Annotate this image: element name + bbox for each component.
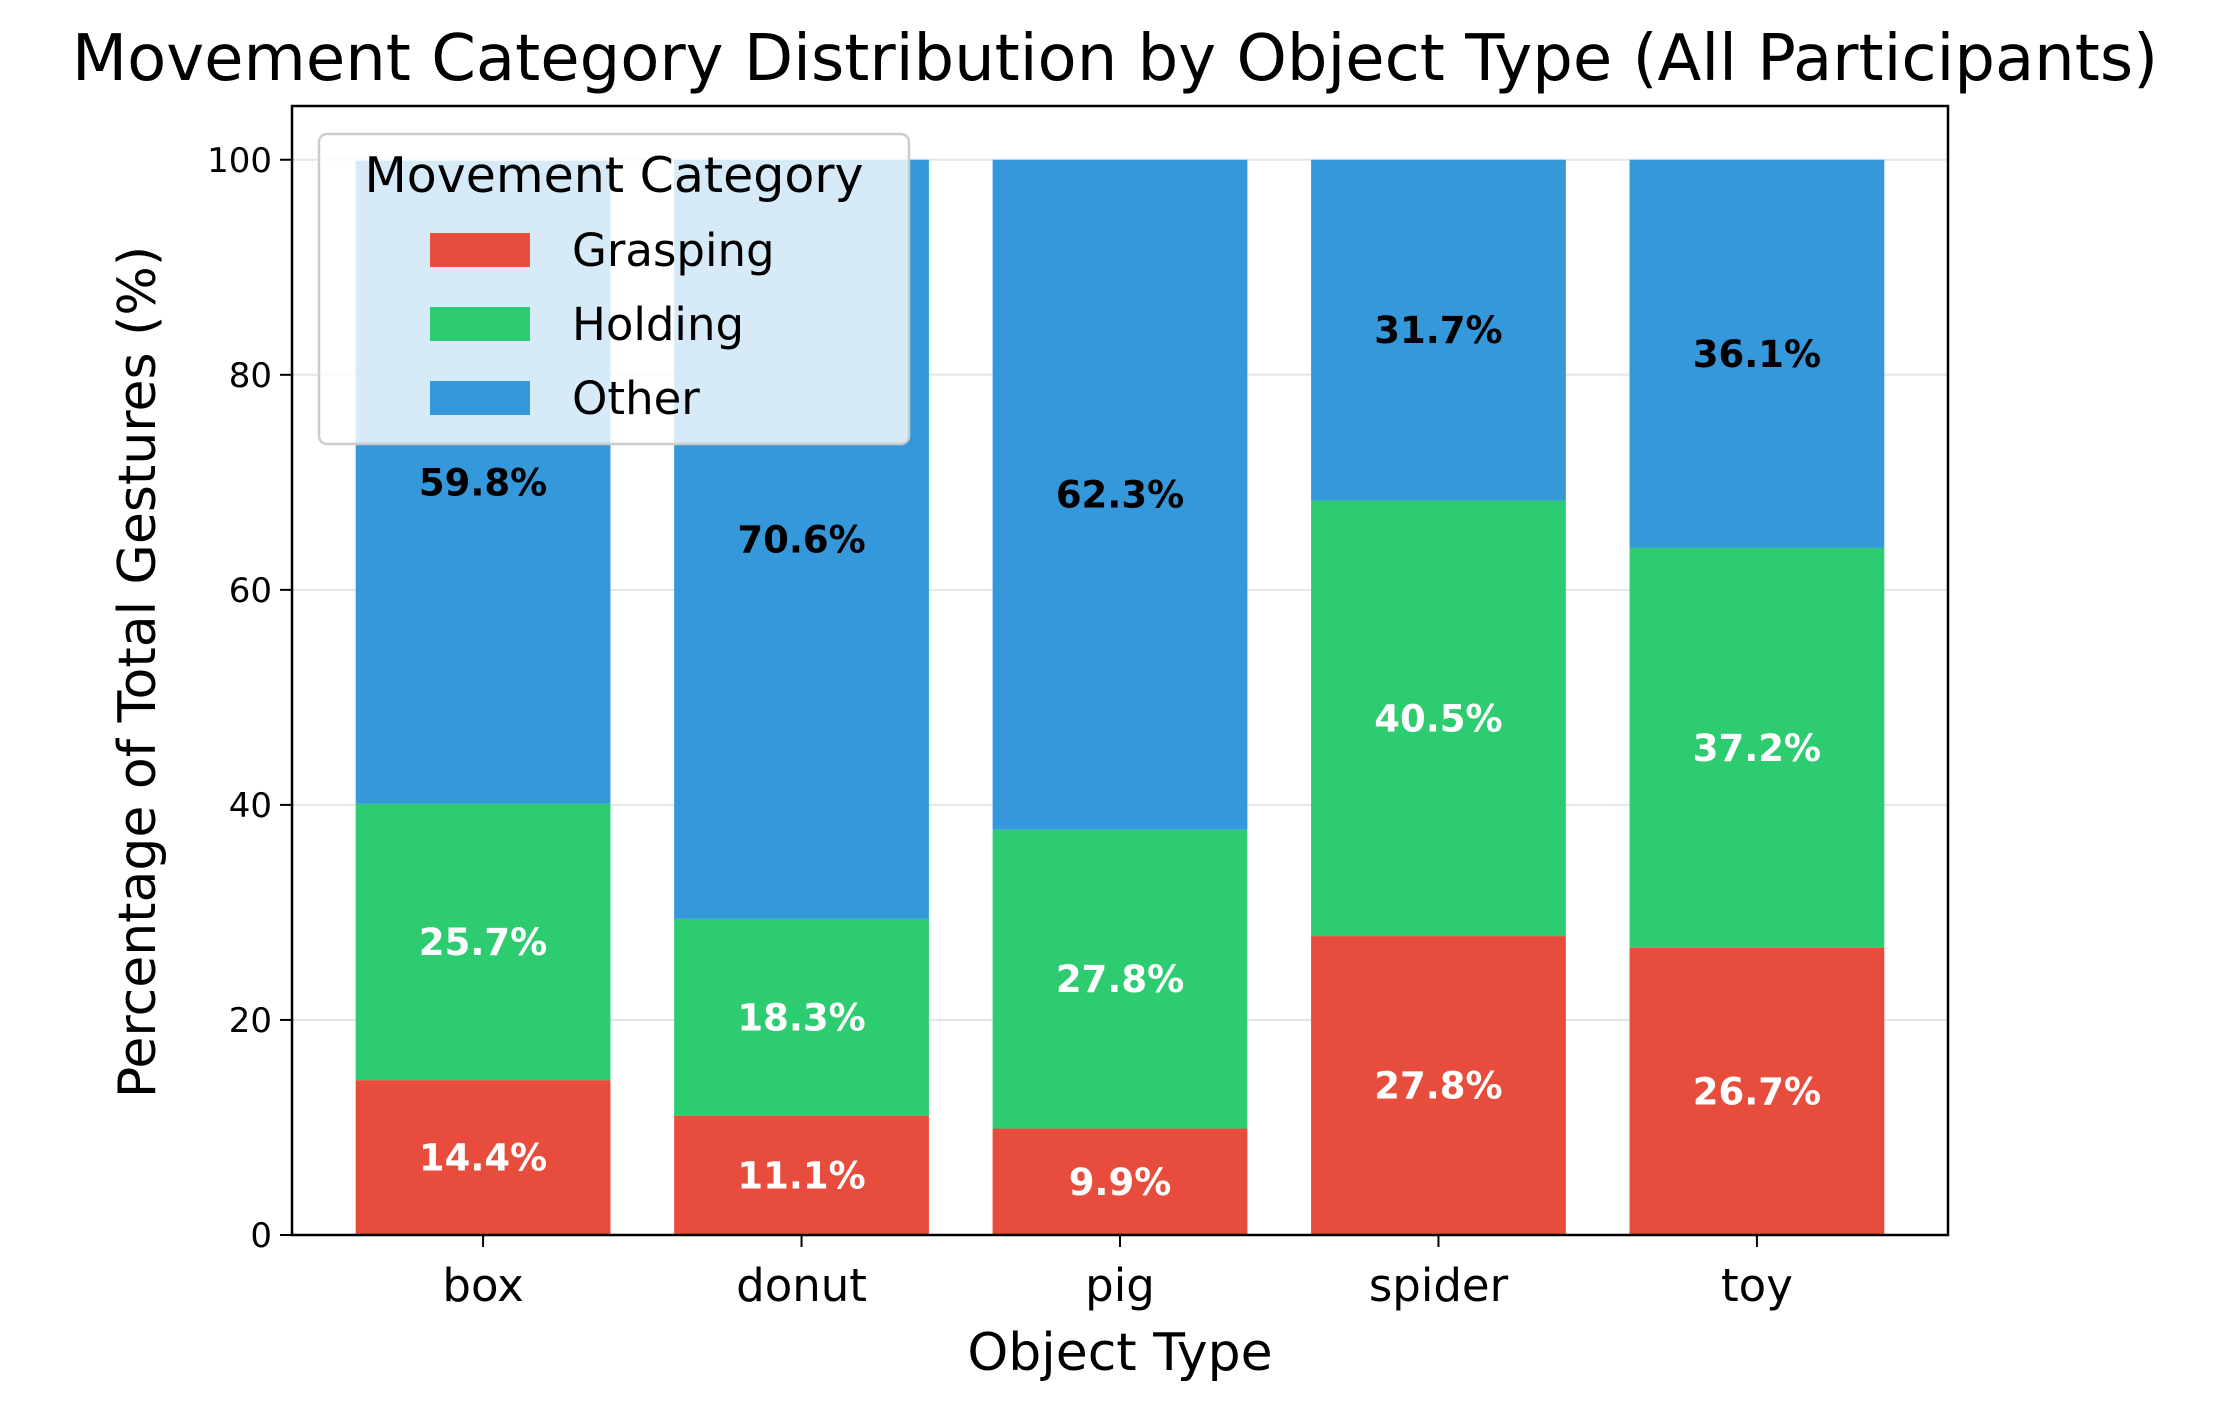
y-tick-label: 20 bbox=[229, 1001, 272, 1041]
bar-other-toy bbox=[1629, 159, 1885, 548]
x-tick-label: toy bbox=[1721, 1259, 1793, 1312]
legend: Movement Category Grasping Holding Other bbox=[317, 132, 911, 446]
bar-grasping-toy bbox=[1629, 947, 1885, 1235]
y-tick-label: 80 bbox=[229, 356, 272, 396]
bar-holding-toy bbox=[1629, 547, 1885, 948]
legend-box bbox=[317, 132, 911, 446]
chart-title: Movement Category Distribution by Object… bbox=[72, 22, 2158, 96]
bar-holding-donut bbox=[674, 918, 929, 1116]
bar-other-spider bbox=[1311, 159, 1566, 501]
bar-other-pig bbox=[992, 159, 1248, 830]
legend-label-other: Other bbox=[572, 372, 700, 425]
y-axis-ticks: 0 20 40 60 80 100 bbox=[207, 141, 292, 1256]
bar-label-grasping-donut: 11.1% bbox=[737, 1154, 865, 1197]
bar-label-other-toy: 36.1% bbox=[1693, 333, 1821, 376]
bar-label-grasping-toy: 26.7% bbox=[1693, 1070, 1821, 1113]
bar-value-labels: 14.4% 25.7% 59.8% 11.1% 18.3% 70.6% 9.9% 27.8% 6… bbox=[419, 309, 1821, 1204]
x-tick-label: box bbox=[442, 1259, 523, 1312]
legend-swatch-holding bbox=[430, 307, 530, 341]
bar-grasping-spider bbox=[1311, 936, 1566, 1235]
x-axis-label: Object Type bbox=[967, 1323, 1272, 1383]
bar-holding-box bbox=[355, 803, 611, 1081]
bar-grasping-pig bbox=[992, 1128, 1248, 1235]
bar-label-holding-pig: 27.8% bbox=[1056, 958, 1184, 1001]
bar-label-other-box: 59.8% bbox=[419, 461, 547, 504]
y-tick-label: 60 bbox=[229, 571, 272, 611]
bar-label-holding-box: 25.7% bbox=[419, 921, 547, 964]
bar-label-other-spider: 31.7% bbox=[1374, 309, 1502, 352]
y-axis-label: Percentage of Total Gestures (%) bbox=[108, 246, 168, 1098]
legend-swatch-grasping bbox=[430, 233, 530, 267]
bar-label-grasping-spider: 27.8% bbox=[1374, 1065, 1502, 1108]
bar-label-other-pig: 62.3% bbox=[1056, 474, 1184, 517]
y-tick-label: 0 bbox=[250, 1216, 272, 1256]
x-tick-label: spider bbox=[1369, 1259, 1509, 1312]
legend-title: Movement Category bbox=[365, 147, 864, 204]
bar-holding-spider bbox=[1311, 500, 1566, 937]
bar-label-other-donut: 70.6% bbox=[737, 518, 865, 561]
legend-label-holding: Holding bbox=[572, 298, 744, 351]
legend-swatch-other bbox=[430, 381, 530, 415]
bar-label-grasping-box: 14.4% bbox=[419, 1137, 547, 1180]
bar-grasping-donut bbox=[674, 1115, 929, 1235]
bar-holding-pig bbox=[992, 829, 1248, 1129]
legend-label-grasping: Grasping bbox=[572, 224, 775, 277]
bar-label-holding-spider: 40.5% bbox=[1374, 697, 1502, 740]
x-axis-ticks: box donut pig spider toy bbox=[442, 1235, 1793, 1312]
x-tick-label: donut bbox=[736, 1259, 867, 1312]
bar-label-grasping-pig: 9.9% bbox=[1069, 1161, 1172, 1204]
bars bbox=[355, 159, 1885, 1235]
y-tick-label: 100 bbox=[207, 141, 272, 181]
x-tick-label: pig bbox=[1085, 1259, 1155, 1312]
y-tick-label: 40 bbox=[229, 786, 272, 826]
bar-grasping-box bbox=[355, 1080, 611, 1235]
bar-label-holding-donut: 18.3% bbox=[737, 996, 865, 1039]
bar-label-holding-toy: 37.2% bbox=[1693, 727, 1821, 770]
